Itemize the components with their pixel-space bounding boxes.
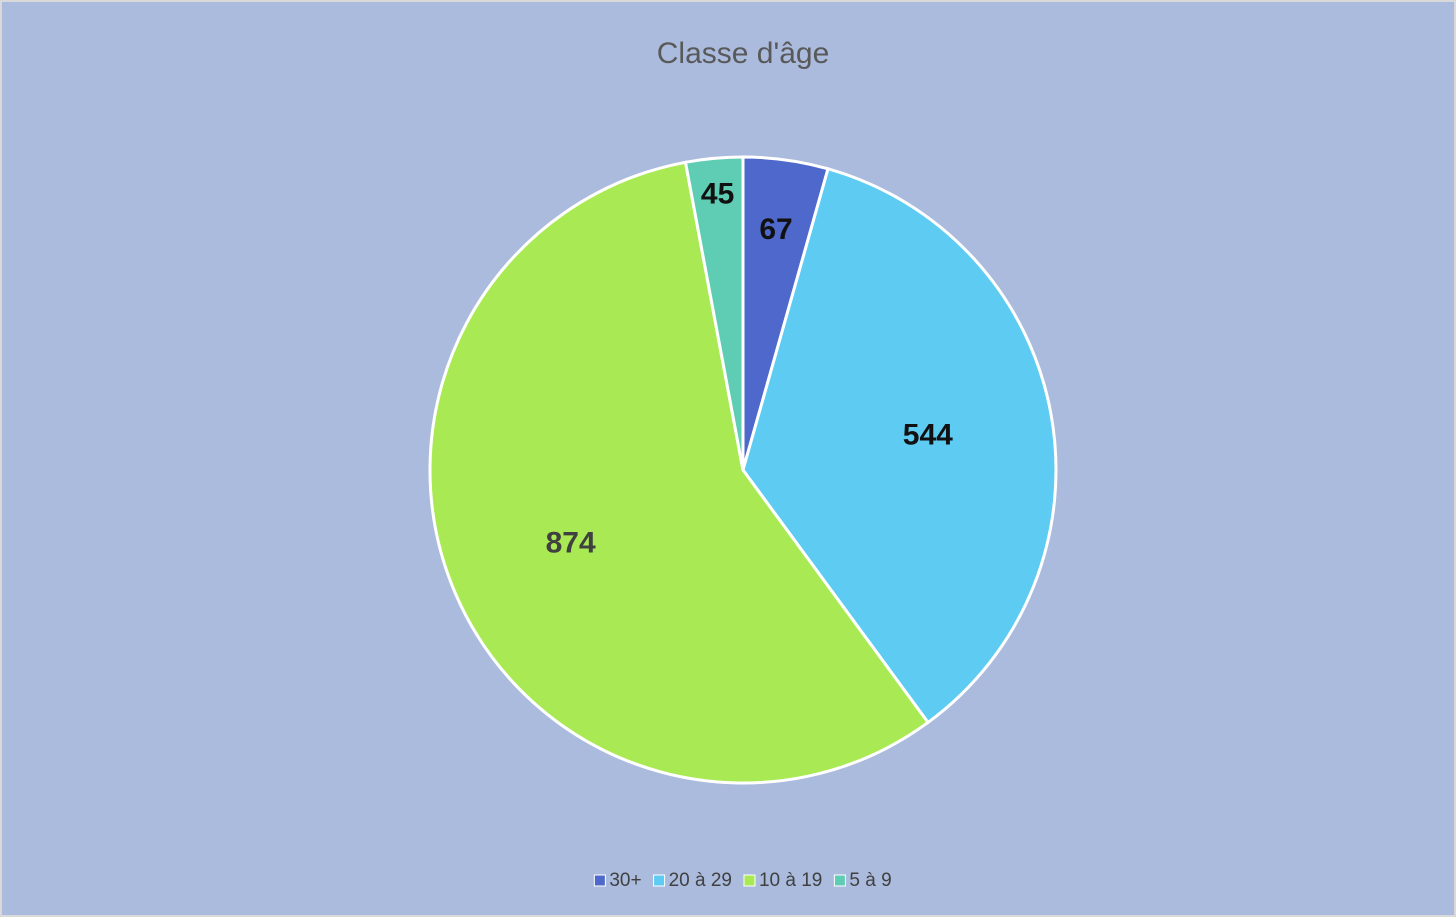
legend-label: 5 à 9 (849, 870, 891, 891)
legend: 30+ 20 à 29 10 à 19 5 à 9 (593, 870, 892, 891)
data-label: 544 (903, 419, 953, 452)
legend-label: 10 à 19 (759, 870, 822, 891)
legend-swatch (743, 874, 756, 887)
data-label: 67 (759, 213, 792, 246)
legend-swatch (833, 874, 846, 887)
legend-swatch (593, 874, 606, 887)
legend-label: 20 à 29 (669, 870, 732, 891)
legend-label: 30+ (609, 870, 641, 891)
pie-slice (428, 160, 931, 785)
legend-swatch (653, 874, 666, 887)
data-label: 45 (701, 178, 734, 211)
pie-slice (683, 155, 745, 471)
pie-slice (741, 166, 1058, 725)
chart-title: Classe d'âge (657, 37, 830, 70)
data-label: 874 (546, 527, 596, 560)
